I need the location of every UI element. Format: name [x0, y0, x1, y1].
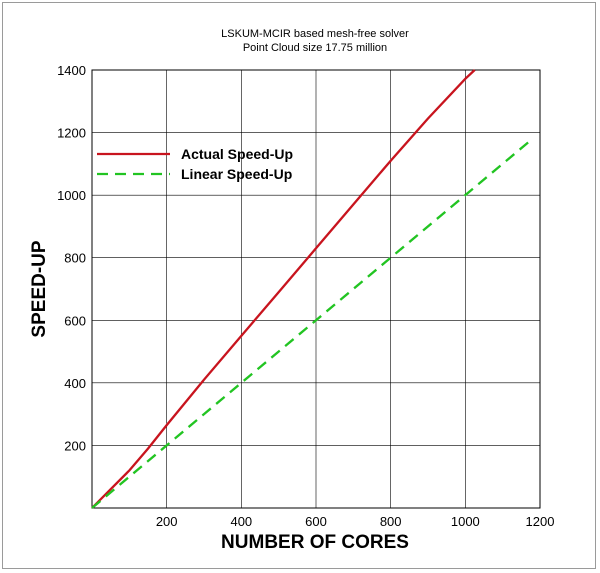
chart-title: LSKUM-MCIR based mesh-free solver: [221, 28, 409, 40]
y-tick-label: 1000: [57, 188, 86, 203]
y-tick-label: 1200: [57, 126, 86, 141]
x-tick-label: 1000: [451, 514, 480, 529]
y-tick-label: 800: [64, 251, 86, 266]
plot-border: [91, 69, 541, 509]
y-axis-label: SPEED-UP: [29, 240, 50, 337]
x-tick-label: 1200: [526, 514, 555, 529]
series-line-2: [91, 137, 534, 509]
y-tick-label: 200: [64, 438, 86, 453]
x-tick-label: 400: [230, 514, 252, 529]
chart-frame: [2, 2, 596, 569]
chart-subtitle: Point Cloud size 17.75 million: [243, 42, 387, 54]
legend-label-1: Actual Speed-Up: [181, 146, 293, 162]
x-axis-label: NUMBER OF CORES: [221, 532, 409, 553]
legend: Actual Speed-Up Linear Speed-Up: [97, 146, 293, 182]
y-tick-label: 400: [64, 376, 86, 391]
y-tick-label: 1400: [57, 63, 86, 78]
x-tick-label: 600: [305, 514, 327, 529]
legend-label-2: Linear Speed-Up: [181, 166, 292, 182]
series-line-1: [91, 69, 476, 509]
series-group: [91, 69, 534, 509]
x-tick-label: 800: [380, 514, 402, 529]
tick-labels: 200 400 600 800 1000 1200 200 400 600 800 1000 1200…: [57, 63, 554, 529]
y-tick-label: 600: [64, 313, 86, 328]
x-tick-label: 200: [156, 514, 178, 529]
grid: [92, 70, 540, 508]
